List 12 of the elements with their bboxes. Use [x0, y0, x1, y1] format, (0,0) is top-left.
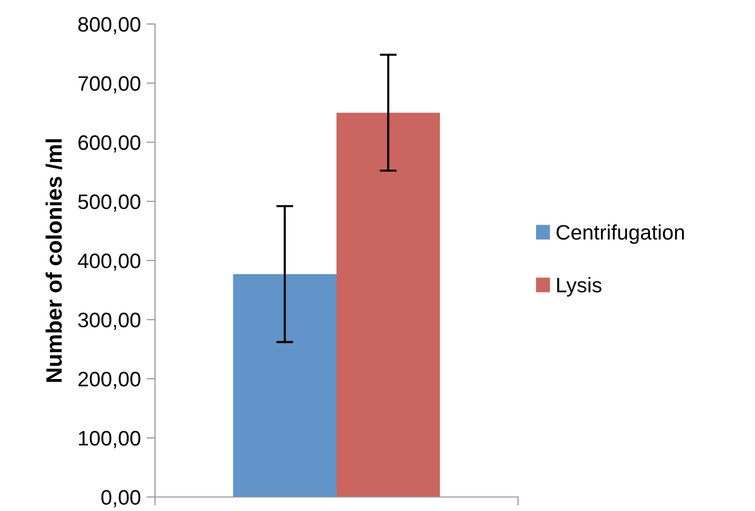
y-tick-label: 800,00 [78, 17, 140, 34]
legend-label: Lysis [557, 277, 602, 297]
legend-label: Centrifugation [556, 224, 684, 244]
y-tick-label: 0,00 [101, 490, 140, 508]
y-tick-label: 200,00 [78, 372, 140, 389]
y-tick-label: 400,00 [78, 254, 140, 271]
y-tick-label: 300,00 [78, 312, 140, 330]
y-tick-label: 500,00 [78, 194, 140, 212]
y-tick-label: 700,00 [78, 76, 140, 94]
y-tick-label: 100,00 [78, 430, 140, 448]
y-axis-title: Number of colonies /ml [46, 139, 62, 382]
y-tick-label: 600,00 [78, 135, 140, 152]
